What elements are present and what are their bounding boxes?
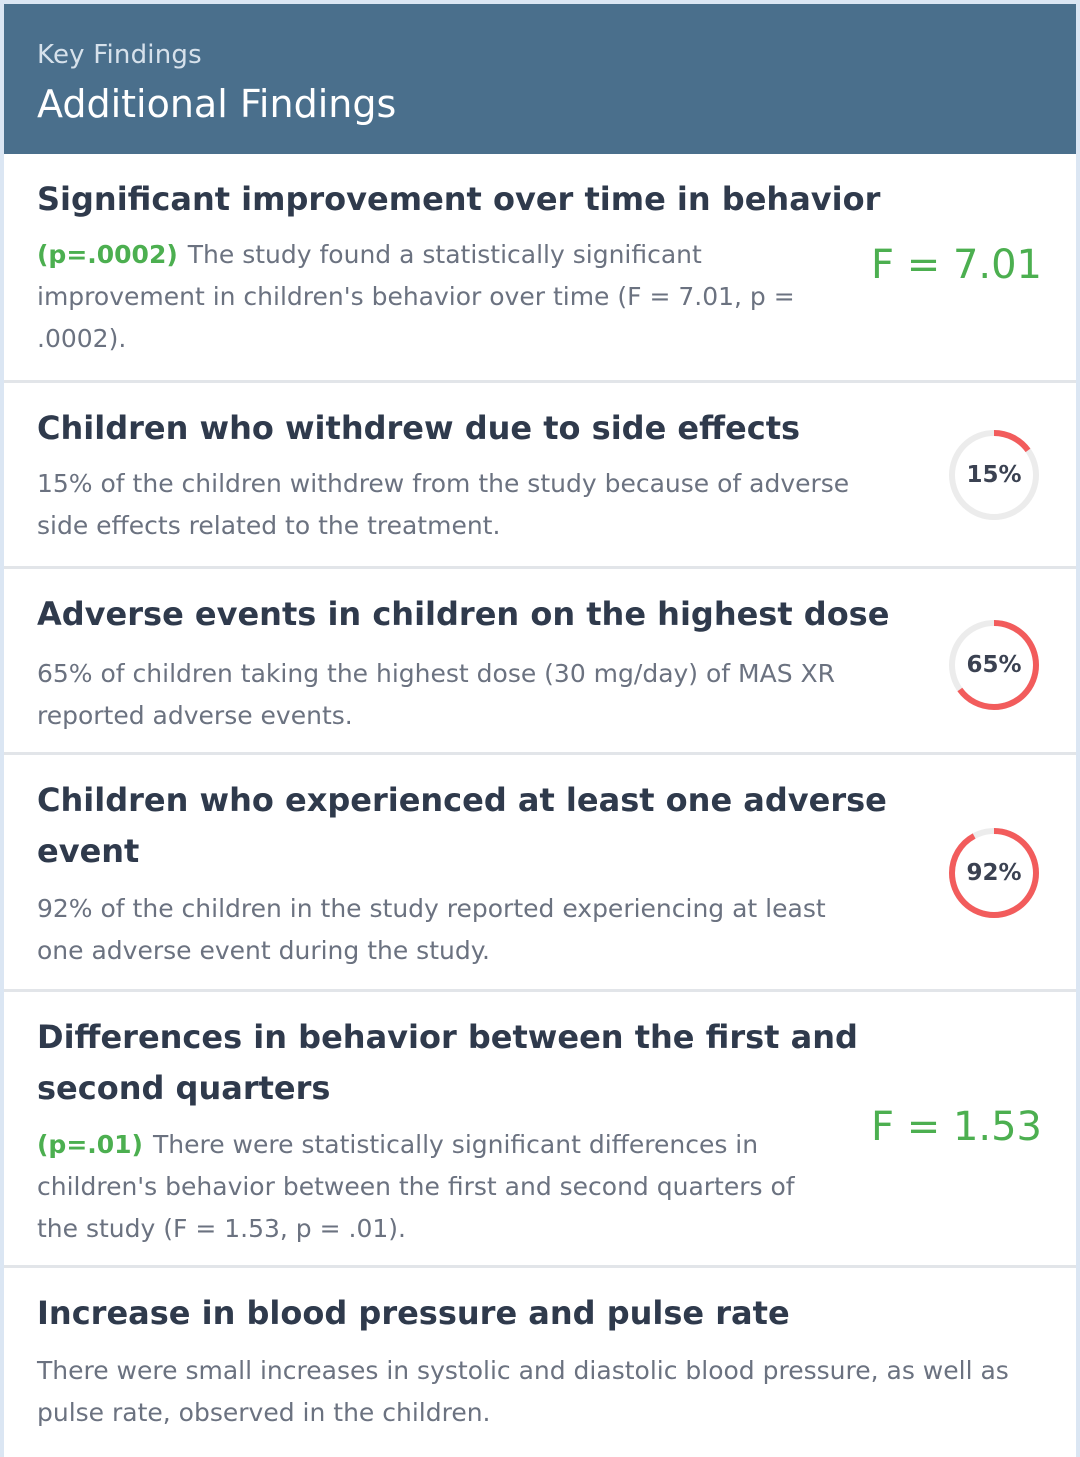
panel-header: Key Findings Additional Findings: [4, 4, 1076, 154]
p-value: (p=.0002): [37, 240, 178, 269]
header-title: Additional Findings: [37, 82, 397, 126]
finding-title-line-1: Differences in behavior between the firs…: [37, 1018, 858, 1056]
percent-label: 65%: [966, 652, 1022, 678]
finding-description: 15% of the children withdrew from the st…: [37, 469, 850, 540]
finding-title: Children who withdrew due to side effect…: [37, 409, 801, 447]
finding-title: Adverse events in children on the highes…: [37, 595, 890, 633]
p-value: (p=.01): [37, 1130, 143, 1159]
finding-card-quarter-differences: Differences in behavior between the firs…: [4, 992, 1076, 1268]
finding-card-highest-dose: Adverse events in children on the highes…: [4, 569, 1076, 755]
percent-label: 92%: [966, 860, 1022, 886]
ring-arc: [949, 620, 1039, 710]
finding-description: 65% of children taking the highest dose …: [37, 659, 836, 730]
percent-ring-graphic: [949, 828, 1039, 918]
percent-label: 15%: [966, 462, 1022, 488]
header-kicker: Key Findings: [37, 40, 202, 70]
percent-ring: 15%: [944, 425, 1044, 525]
finding-description: There were small increases in systolic a…: [37, 1356, 1009, 1427]
finding-card-blood-pressure: Increase in blood pressure and pulse rat…: [4, 1268, 1076, 1457]
percent-ring: 92%: [944, 823, 1044, 923]
ring-arc: [949, 430, 1039, 520]
f-statistic: F = 1.53: [870, 1104, 1042, 1150]
f-statistic: F = 7.01: [870, 242, 1042, 288]
finding-title: Increase in blood pressure and pulse rat…: [37, 1294, 790, 1332]
finding-title-line-1: Children who experienced at least one ad…: [37, 781, 887, 819]
findings-panel: Key Findings Additional Findings Signifi…: [4, 4, 1076, 1457]
finding-description: 92% of the children in the study reporte…: [37, 894, 826, 965]
finding-description-text: The study found a statistically signific…: [37, 240, 795, 353]
finding-title-line-2: event: [37, 832, 140, 870]
finding-title-line-2: second quarters: [37, 1069, 331, 1107]
finding-card-withdrew: Children who withdrew due to side effect…: [4, 383, 1076, 569]
finding-description: (p=.01) There were statistically signific…: [37, 1124, 827, 1250]
finding-card-behavior-improvement: Significant improvement over time in beh…: [4, 154, 1076, 383]
finding-title: Significant improvement over time in beh…: [37, 180, 881, 218]
ring-arc: [949, 828, 1039, 918]
percent-ring: 65%: [944, 615, 1044, 715]
finding-description: (p=.0002) The study found a statistically…: [37, 234, 837, 360]
finding-description-text: There were statistically significant dif…: [37, 1130, 795, 1243]
finding-card-at-least-one-event: Children who experienced at least one ad…: [4, 755, 1076, 992]
percent-ring-graphic: [949, 430, 1039, 520]
percent-ring-graphic: [949, 620, 1039, 710]
